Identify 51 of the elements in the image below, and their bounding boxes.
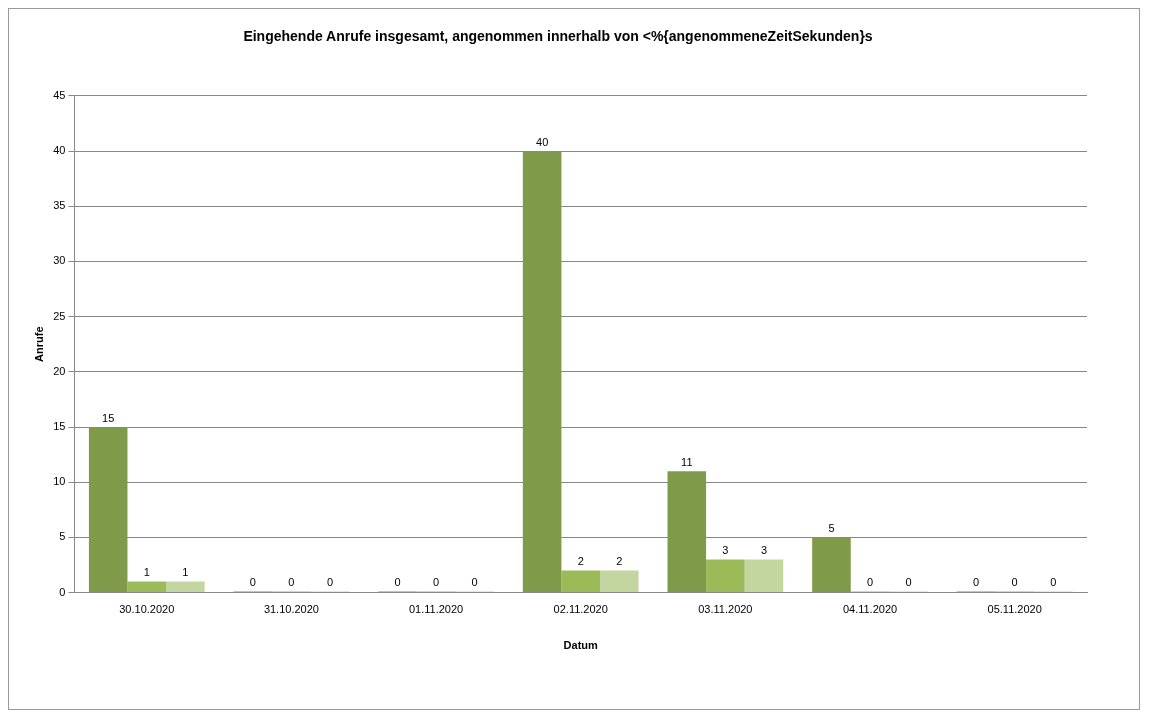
y-tick-label: 45 <box>53 88 66 101</box>
bar <box>166 581 205 593</box>
y-tick-label: 35 <box>53 199 66 212</box>
data-label: 0 <box>471 576 478 589</box>
bar <box>667 471 707 593</box>
data-label: 3 <box>760 544 768 557</box>
x-axis-title: Datum <box>563 639 599 652</box>
data-label: 0 <box>249 576 256 589</box>
data-label: 0 <box>1011 576 1018 589</box>
data-label: 0 <box>394 576 401 589</box>
y-tick-label: 30 <box>53 254 66 267</box>
x-tick-label: 01.11.2020 <box>408 603 464 616</box>
y-tick-label: 25 <box>53 309 66 322</box>
y-tick-label: 40 <box>53 144 66 157</box>
y-tick-label: 10 <box>53 475 66 488</box>
y-tick-label: 0 <box>59 585 66 598</box>
bar <box>522 151 562 593</box>
data-label: 40 <box>536 135 549 148</box>
x-tick-label: 31.10.2020 <box>263 603 319 616</box>
bar <box>812 537 851 593</box>
data-label: 3 <box>722 544 729 557</box>
data-label: 0 <box>326 576 334 589</box>
data-label: 15 <box>102 411 115 424</box>
bar <box>600 570 639 593</box>
y-tick-label: 15 <box>53 420 66 433</box>
y-axis-title: Anrufe <box>32 326 45 362</box>
data-label: 5 <box>828 521 835 534</box>
x-tick-label: 03.11.2020 <box>698 603 753 616</box>
bar <box>127 581 167 593</box>
bar <box>744 559 784 593</box>
data-label: 0 <box>973 576 980 589</box>
data-label: 0 <box>1050 576 1057 589</box>
x-tick-label: 05.11.2020 <box>987 603 1042 616</box>
y-tick-label: 20 <box>53 364 66 377</box>
data-label: 0 <box>866 576 874 589</box>
x-tick-label: 02.11.2020 <box>553 603 608 616</box>
data-label: 0 <box>433 576 440 589</box>
data-label: 2 <box>577 555 584 568</box>
x-tick-label: 04.11.2020 <box>842 603 898 616</box>
data-label: 0 <box>288 576 295 589</box>
bar <box>88 427 128 593</box>
data-label: 0 <box>905 576 912 589</box>
data-label: 2 <box>616 555 623 568</box>
y-tick-label: 5 <box>59 530 66 543</box>
x-tick-label: 30.10.2020 <box>119 603 175 616</box>
data-label: 1 <box>182 566 189 579</box>
data-label: 11 <box>681 455 693 468</box>
bar <box>561 570 601 593</box>
bar <box>706 559 745 593</box>
data-label: 1 <box>143 566 150 579</box>
chart-title: Eingehende Anrufe insgesamt, angenommen innerhalb von <%{angenommeneZeitSekunden}s <box>243 28 873 45</box>
